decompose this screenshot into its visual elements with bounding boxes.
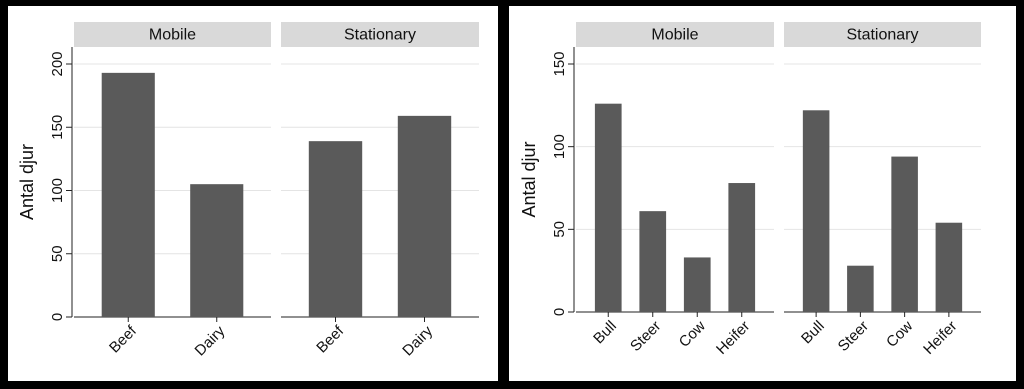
bar bbox=[728, 183, 756, 312]
facet-title: Stationary bbox=[846, 27, 918, 44]
facet-header bbox=[74, 22, 271, 47]
bar bbox=[802, 110, 830, 312]
facet-header bbox=[784, 22, 981, 47]
bar bbox=[190, 184, 244, 317]
facet-header bbox=[281, 22, 479, 47]
bar bbox=[935, 222, 963, 312]
y-tick-label: 50 bbox=[551, 221, 568, 238]
y-tick-label: 150 bbox=[49, 115, 66, 140]
y-tick-label: 150 bbox=[551, 51, 568, 76]
bar bbox=[397, 115, 452, 318]
bar bbox=[308, 141, 363, 317]
bar bbox=[891, 156, 918, 312]
y-tick-label: 100 bbox=[49, 178, 66, 203]
bar bbox=[639, 211, 667, 312]
y-tick-label: 100 bbox=[551, 134, 568, 159]
y-axis-label: Antal djur bbox=[17, 144, 37, 220]
facet-title: Stationary bbox=[344, 27, 416, 44]
bar bbox=[101, 72, 155, 317]
bar bbox=[594, 103, 622, 313]
y-tick-label: 0 bbox=[49, 313, 66, 321]
y-tick-label: 200 bbox=[49, 51, 66, 76]
y-axis-label: Antal djur bbox=[519, 141, 539, 217]
bar bbox=[683, 257, 711, 312]
facet-header bbox=[576, 22, 774, 47]
y-tick-label: 0 bbox=[551, 308, 568, 316]
panel bbox=[509, 6, 1016, 381]
bar bbox=[847, 265, 874, 312]
facet-title: Mobile bbox=[651, 27, 698, 44]
y-tick-label: 50 bbox=[49, 245, 66, 262]
facet-title: Mobile bbox=[149, 27, 196, 44]
